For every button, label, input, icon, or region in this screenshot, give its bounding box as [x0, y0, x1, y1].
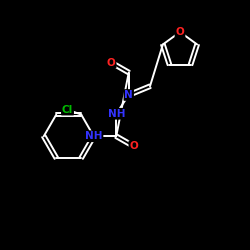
- Text: O: O: [176, 27, 184, 37]
- Text: O: O: [176, 27, 184, 37]
- Text: N: N: [124, 90, 133, 100]
- Text: NH: NH: [85, 131, 102, 141]
- Text: O: O: [130, 141, 138, 151]
- Text: O: O: [107, 58, 116, 68]
- Text: Cl: Cl: [62, 104, 73, 115]
- Text: NH: NH: [108, 109, 125, 119]
